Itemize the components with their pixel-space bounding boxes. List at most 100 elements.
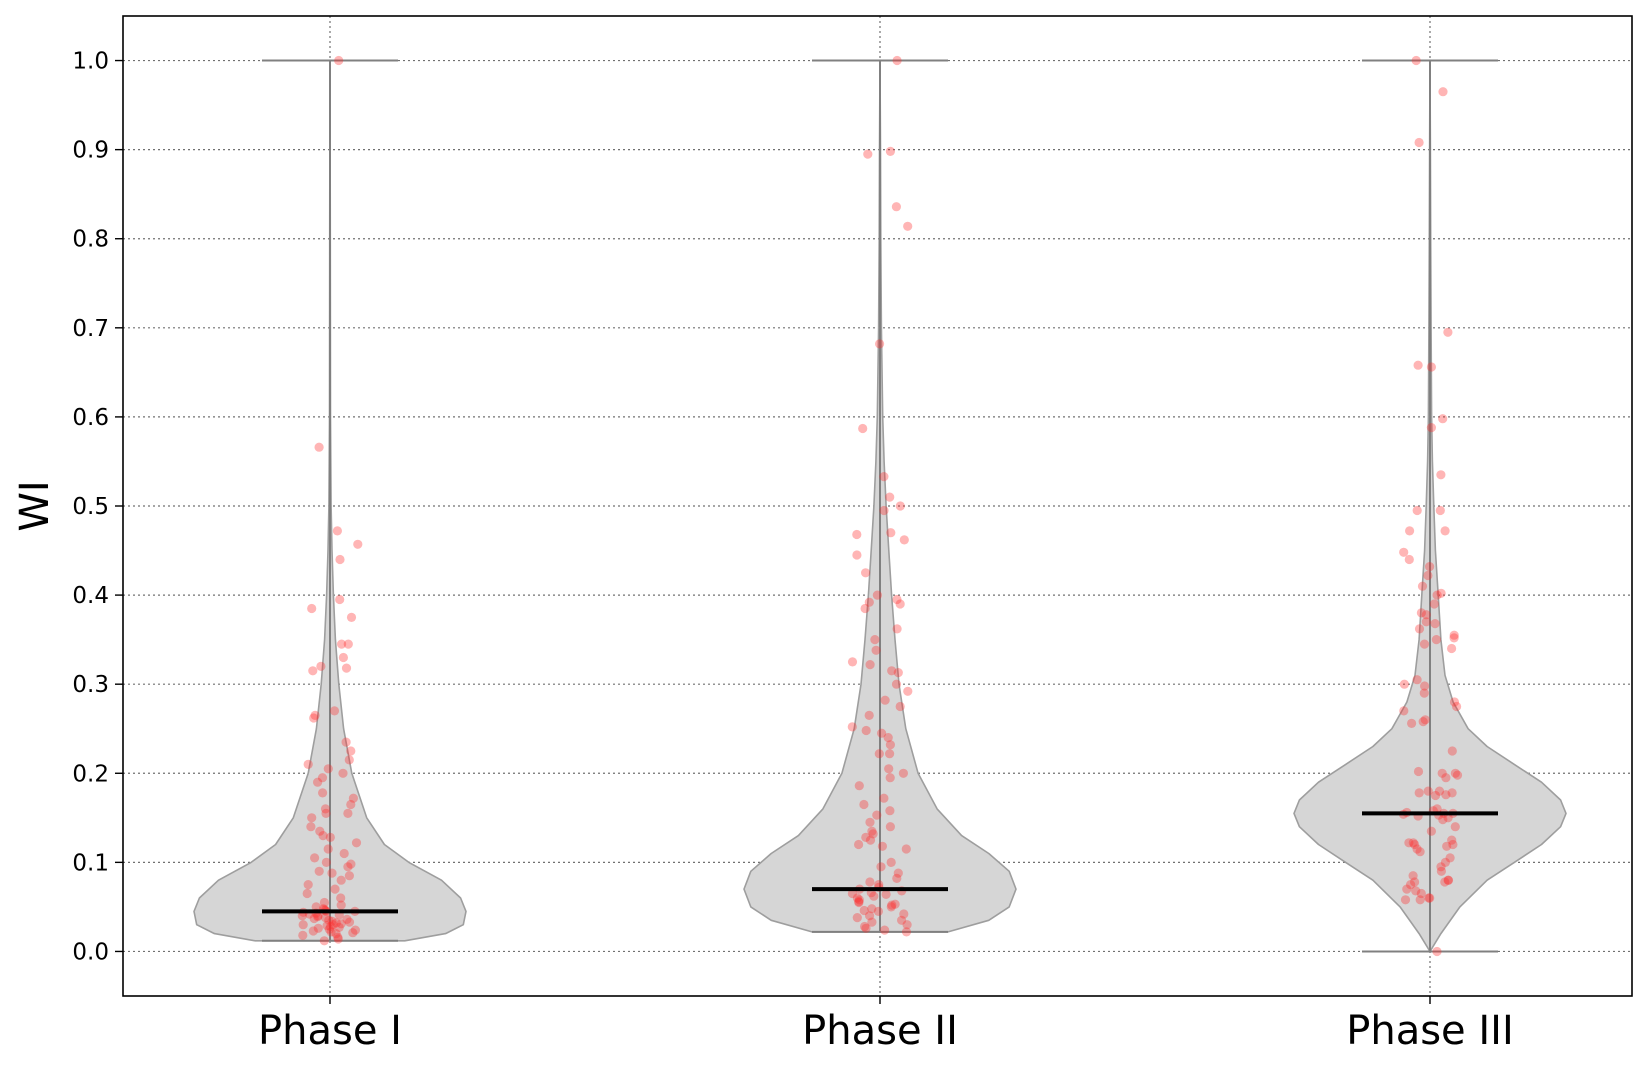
data-point [1447, 835, 1457, 845]
data-point [1417, 581, 1428, 591]
data-point [891, 202, 902, 212]
data-point [884, 764, 894, 774]
data-point [328, 920, 338, 930]
data-point [879, 472, 889, 482]
data-point [1415, 847, 1425, 857]
data-point [1414, 788, 1424, 798]
data-point [865, 911, 875, 921]
data-point [319, 936, 329, 946]
data-point [297, 911, 307, 921]
data-point [852, 529, 862, 540]
data-point [870, 635, 880, 645]
data-point [875, 339, 885, 349]
data-point [1441, 790, 1451, 800]
data-point [1426, 423, 1436, 433]
data-point [1423, 786, 1433, 796]
data-point [868, 829, 878, 839]
data-point [346, 746, 356, 756]
data-point [1418, 717, 1428, 727]
data-point [317, 773, 328, 783]
y-tick-label: 1.0 [72, 49, 109, 75]
data-point [1448, 839, 1458, 850]
data-point [1399, 679, 1409, 689]
data-point [308, 926, 318, 936]
data-point [1420, 681, 1430, 691]
data-point [1447, 788, 1457, 798]
data-point [351, 838, 362, 848]
data-point [892, 873, 902, 884]
data-point [307, 603, 317, 614]
data-point [1445, 853, 1455, 863]
data-point [1442, 841, 1452, 851]
data-point [344, 755, 354, 765]
data-point [858, 423, 868, 434]
data-point [1423, 570, 1433, 581]
data-point [339, 848, 349, 859]
data-point [886, 902, 896, 912]
data-point [871, 645, 881, 655]
data-point [350, 925, 360, 935]
x-tick-label: Phase III [1346, 1008, 1514, 1054]
data-point [1404, 554, 1414, 565]
data-point [899, 909, 909, 919]
data-point [1416, 608, 1426, 618]
data-point [1406, 880, 1416, 890]
data-point [343, 862, 353, 872]
data-point [898, 768, 909, 778]
data-point [891, 679, 902, 689]
data-point [901, 844, 911, 854]
data-point [1440, 857, 1450, 868]
data-point [1450, 822, 1460, 832]
data-point [310, 710, 320, 721]
data-point [852, 913, 862, 923]
data-point [323, 764, 333, 774]
y-tick-label: 0.5 [72, 494, 109, 520]
data-point [865, 877, 875, 887]
data-point [1411, 886, 1421, 896]
y-tick-label: 0.9 [72, 138, 109, 164]
data-point [1425, 893, 1435, 903]
data-point [854, 781, 864, 791]
y-tick-label: 0.1 [72, 850, 109, 876]
data-point [309, 913, 319, 924]
data-point [325, 832, 335, 843]
data-point [331, 918, 341, 928]
data-point [338, 768, 348, 778]
y-axis-ticks: 0.0 0.1 0.2 0.3 0.4 0.5 0.6 0.7 0.8 0.9 1.0 [72, 49, 123, 965]
data-point [852, 550, 862, 560]
data-point [1437, 768, 1447, 778]
data-point [864, 597, 874, 607]
data-point [1430, 619, 1440, 629]
data-point [1447, 746, 1457, 756]
data-point [338, 652, 348, 663]
data-point [1408, 838, 1418, 848]
data-point [324, 924, 334, 934]
data-point [877, 728, 887, 738]
data-point [860, 603, 870, 614]
y-tick-label: 0.0 [72, 939, 109, 965]
data-point [1449, 697, 1460, 707]
data-point [860, 921, 870, 932]
data-point [348, 928, 358, 938]
data-point [886, 528, 896, 538]
data-point [344, 917, 355, 927]
data-point [1438, 414, 1448, 424]
data-point [1432, 804, 1442, 814]
data-point [1402, 884, 1412, 894]
data-point [334, 55, 344, 66]
data-point [336, 919, 346, 929]
data-point [1412, 844, 1422, 854]
data-point [864, 710, 874, 721]
data-point [861, 725, 871, 736]
data-point [854, 895, 864, 905]
data-point [1424, 893, 1434, 903]
data-point [336, 893, 346, 903]
data-point [895, 501, 905, 511]
data-point [307, 813, 317, 823]
violins [193, 59, 1567, 953]
data-point [1413, 360, 1423, 370]
data-point [1415, 895, 1425, 905]
data-point [872, 590, 883, 600]
data-point [890, 899, 900, 909]
data-point [872, 810, 882, 820]
